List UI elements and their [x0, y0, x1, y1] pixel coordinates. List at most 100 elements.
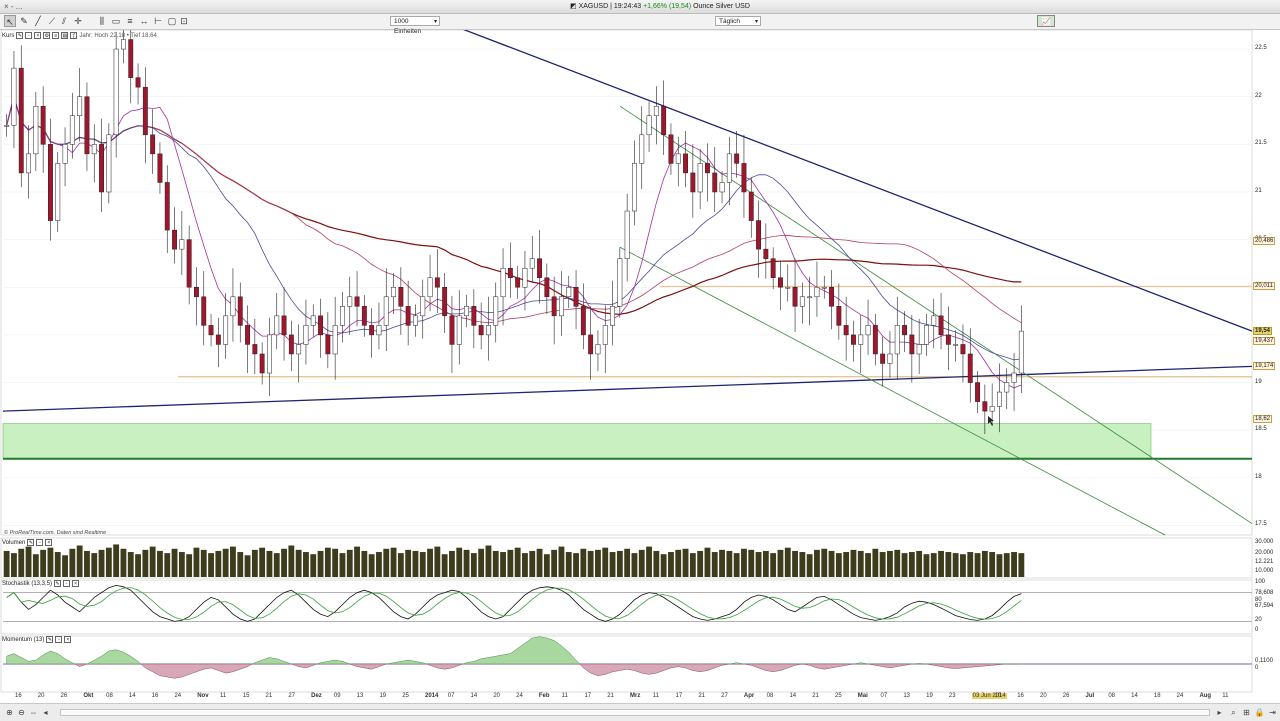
period-select[interactable]: Täglich ▾ [715, 16, 761, 26]
candle-body [150, 134, 156, 155]
horizontal-line-tool-icon[interactable]: ⊢ [154, 16, 162, 26]
time-tick-label: 2014 [425, 693, 439, 699]
time-tick-label: 11 [1222, 693, 1229, 699]
chevron-down-icon: ▾ [433, 19, 437, 25]
zoom-in-icon[interactable]: ⊕ [6, 708, 13, 717]
price-tick-label: 18.5 [1255, 426, 1267, 433]
candle-body [113, 48, 119, 136]
volume-bar [288, 545, 295, 577]
volume-bar [668, 552, 674, 577]
units-select[interactable]: 1000 Einheiten ▾ [390, 16, 440, 35]
time-scrollbar[interactable] [60, 709, 1210, 716]
settings-icon[interactable]: ✎ [16, 32, 24, 39]
candle-body [157, 153, 163, 183]
settings-icon[interactable]: ✎ [54, 580, 62, 587]
close-icon[interactable]: × [34, 32, 42, 39]
fibonacci-tool-icon[interactable]: ≡ [127, 16, 133, 26]
close-icon[interactable]: × [45, 539, 53, 546]
volume-bar [120, 548, 127, 577]
fx-icon[interactable]: ƒ [70, 32, 78, 39]
volume-bar [777, 549, 784, 577]
zoom-icon[interactable]: ⌕ [1231, 708, 1236, 717]
window-controls[interactable]: × - ... [4, 2, 23, 11]
volume-bar [230, 546, 236, 577]
volume-bar [901, 553, 908, 577]
tools-icon[interactable]: ⚙ [43, 32, 51, 39]
candle-body [653, 105, 659, 117]
volume-bars [3, 544, 1025, 577]
candle-body [836, 306, 842, 326]
candle-body [223, 315, 229, 345]
candle-body [515, 277, 521, 288]
zoom-out-icon[interactable]: ⊖ [18, 708, 25, 717]
properties-icon[interactable]: ≡ [52, 32, 60, 39]
candle-body [91, 144, 97, 155]
line-tool-icon[interactable]: ╱ [35, 16, 41, 26]
volume-bar [616, 550, 623, 577]
grid-icon[interactable]: ⊞ [1243, 708, 1250, 717]
price-level-badge: 19,437 [1253, 336, 1276, 345]
volume-panel-frame [0, 537, 1253, 579]
volume-bar [675, 549, 682, 577]
candle-body [201, 296, 207, 326]
scroll-left-icon[interactable]: ◂ [43, 708, 48, 717]
price-chart[interactable] [0, 30, 1280, 720]
scroll-right-icon[interactable]: ▸ [1217, 708, 1222, 717]
volume-bar [514, 547, 521, 577]
window-icon[interactable]: ▫ [36, 539, 44, 546]
arrow-tool-icon[interactable]: ↔ [139, 16, 149, 26]
volume-bar [507, 549, 514, 577]
volume-panel-header: Volumen ✎ ▫ × [2, 539, 53, 546]
candle-body [683, 153, 688, 174]
candle-body [464, 306, 469, 317]
window-icon[interactable]: ▫ [55, 636, 63, 643]
window-icon[interactable]: ▫ [63, 580, 71, 587]
momentum-panel-label: Momentum (13) [2, 636, 45, 643]
volume-bar [573, 553, 579, 577]
close-icon[interactable]: × [64, 636, 72, 643]
chart-type-icon[interactable]: ◩ [570, 3, 577, 10]
candle-body [332, 325, 338, 355]
time-tick-label: 07 [447, 693, 455, 699]
time-tick-label: 08 [106, 693, 113, 699]
lock-icon[interactable]: 🔒 [1254, 708, 1265, 717]
time-tick-label: 14 [1131, 693, 1138, 699]
channel-tool-icon[interactable]: ⫼ [99, 16, 105, 26]
trendline-channel-lower [619, 246, 1166, 536]
settings-icon[interactable]: ✎ [27, 539, 35, 546]
time-tick-label: 23 [948, 693, 956, 699]
settings-icon[interactable]: ✎ [46, 636, 54, 643]
chevron-down-icon: ▾ [754, 19, 758, 25]
candle-body [938, 315, 944, 336]
candle-body [953, 344, 959, 346]
candle-body [507, 267, 513, 278]
fit-icon[interactable]: ⇔ [29, 708, 38, 717]
pencil-tool-icon[interactable]: ✎ [20, 16, 28, 26]
crosshair-tool-icon[interactable]: ✛ [74, 16, 82, 26]
candle-body [413, 315, 418, 326]
chart-style-icon[interactable]: 📈 [1037, 15, 1055, 27]
volume-bar [806, 554, 813, 577]
stack-icon[interactable]: ▤ [61, 32, 69, 39]
volume-bar [1018, 553, 1025, 577]
volume-bar [259, 547, 266, 577]
time-tick-label: 16 [151, 693, 159, 699]
rectangle-tool-icon[interactable]: ▭ [111, 16, 121, 26]
time-tick-label: 14 [470, 693, 478, 699]
window-icon[interactable]: ▫ [25, 32, 33, 39]
end-icon[interactable]: ⇥ [1269, 708, 1276, 717]
time-tick-label: 20 [1040, 693, 1047, 699]
volume-bar [733, 553, 740, 577]
box-tool-icon[interactable]: ▢ [167, 16, 177, 26]
candle-body [646, 115, 652, 136]
box2-tool-icon[interactable]: ⊡ [180, 16, 188, 26]
time-tick-label: Okt [83, 693, 94, 699]
fan-tool-icon[interactable]: ⫽ [61, 16, 66, 26]
time-tick-label: 08 [1108, 693, 1116, 699]
ray-tool-icon[interactable]: ⟋ [48, 16, 56, 26]
time-tick-label: Mrz [630, 693, 641, 699]
candle-body [624, 210, 630, 259]
cursor-tool-icon[interactable]: ↖ [4, 15, 16, 27]
volume-bar [412, 550, 419, 577]
close-icon[interactable]: × [72, 580, 80, 587]
